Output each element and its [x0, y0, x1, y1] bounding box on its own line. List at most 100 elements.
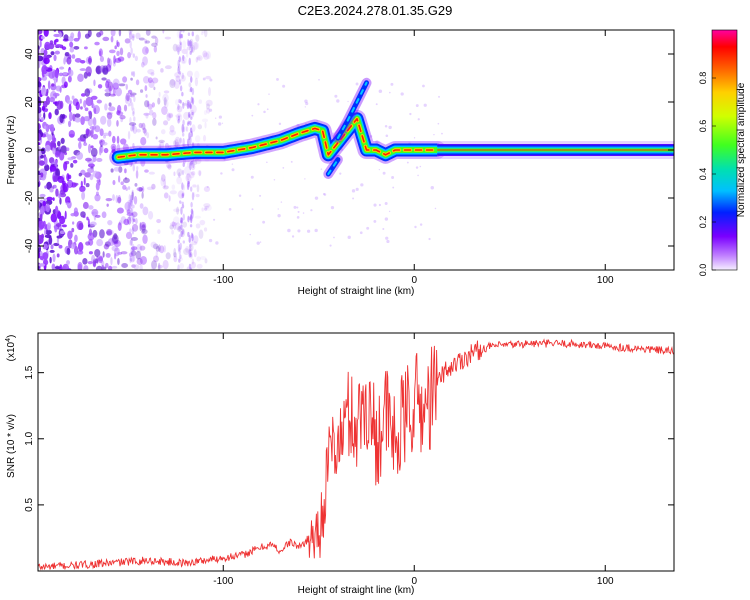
spectrogram-striation — [191, 31, 194, 37]
spectrogram-noise-blob — [139, 222, 142, 232]
spectrogram-noise-blob — [39, 39, 42, 48]
spectrogram-noise-blob — [116, 111, 124, 116]
spectrogram-noise-blob — [38, 252, 41, 259]
spectrogram-noise-blob — [202, 50, 208, 58]
snr-x-tick-label: -100 — [213, 576, 233, 587]
spectrogram-noise-blob — [51, 133, 55, 143]
spectrogram-noise-blob — [80, 93, 86, 97]
spectrogram-x-tick-label: -100 — [213, 275, 233, 286]
spectrogram-noise-blob — [68, 120, 72, 128]
spectrogram-noise-blob — [141, 122, 146, 131]
spectrogram-noise-blob — [40, 86, 47, 96]
spectrogram-noise-blob — [73, 37, 80, 42]
spectrogram-noise-blob — [101, 211, 107, 219]
spectrogram-noise-blob — [118, 175, 121, 183]
spectrogram-striation — [133, 116, 136, 122]
spectrogram-noise-blob — [135, 79, 140, 86]
spectrogram-noise-blob — [59, 230, 65, 235]
spectrogram-y-ticks: -40 -20 0 20 40 — [24, 48, 674, 253]
spectrogram-noise-blob — [151, 102, 156, 108]
spectrogram-striation — [190, 232, 194, 239]
spectrogram-noise-blob — [70, 162, 74, 168]
spectrogram-faint-dot — [259, 241, 262, 243]
spectrogram-noise-blob — [201, 30, 206, 34]
spectrogram-striation — [179, 33, 182, 39]
spectrogram-noise-blob — [96, 255, 99, 264]
spectrogram-noise-blob — [163, 90, 170, 94]
spectrogram-noise-blob — [157, 229, 161, 234]
spectrogram-striation — [181, 169, 185, 176]
spectrogram-noise-blob — [108, 49, 116, 54]
spectrogram-noise-blob — [105, 252, 111, 258]
spectrogram-noise-blob — [54, 94, 58, 99]
spectrogram-noise-blob — [148, 171, 155, 175]
spectrogram-noise-blob — [131, 191, 134, 201]
spectrogram-noise-blob — [71, 227, 75, 233]
spectrogram-noise-blob — [198, 229, 204, 239]
spectrogram-noise-blob — [136, 187, 144, 192]
spectrogram-striation — [189, 161, 192, 171]
spectrogram-striation — [132, 107, 135, 115]
spectrogram-noise-blob — [158, 139, 165, 144]
spectrogram-noise-blob — [177, 226, 182, 233]
spectrogram-noise-blob — [67, 230, 73, 240]
spectrogram-noise-blob — [108, 102, 112, 107]
spectrogram-faint-dot — [382, 227, 385, 230]
spectrogram-noise-blob — [191, 258, 194, 265]
spectrogram-noise-blob — [185, 52, 189, 58]
spectrogram-faint-dot — [419, 165, 422, 168]
spectrogram-noise-blob — [109, 93, 117, 97]
spectrogram-striation — [128, 194, 132, 202]
spectrogram-faint-dot — [215, 241, 219, 245]
spectrogram-noise-blob — [54, 108, 59, 116]
spectrogram-noise-blob — [43, 30, 49, 37]
spectrogram-band — [437, 144, 674, 156]
spectrogram-striation — [128, 30, 132, 35]
spectrogram-striation — [177, 104, 180, 110]
spectrogram-noise-blob — [43, 57, 50, 65]
spectrogram-noise-blob — [116, 207, 124, 214]
spectrogram-noise-blob — [38, 150, 42, 157]
spectrogram-noise-blob — [104, 89, 111, 93]
spectrogram-noise-blob — [78, 172, 82, 177]
spectrogram-striation — [191, 97, 195, 105]
spectrogram-noise-blob — [199, 256, 207, 260]
spectrogram-noise-blob — [48, 112, 52, 120]
spectrogram-layer — [38, 30, 674, 270]
spectrogram-noise-blob — [136, 244, 143, 253]
spectrogram-noise-blob — [174, 99, 179, 106]
spectrogram-noise-blob — [44, 185, 47, 189]
spectrogram-noise-blob — [73, 207, 78, 215]
spectrogram-faint-dot — [228, 208, 232, 211]
spectrogram-noise-blob — [40, 35, 45, 40]
spectrogram-noise-blob — [131, 264, 136, 268]
spectrogram-noise-blob — [175, 75, 181, 82]
spectrogram-noise-blob — [102, 65, 109, 74]
spectrogram-noise-blob — [139, 203, 144, 209]
spectrogram-noise-blob — [151, 264, 154, 270]
spectrogram-noise-blob — [117, 194, 122, 203]
spectrogram-faint-dot — [322, 192, 326, 196]
spectrogram-striation — [131, 189, 134, 197]
spectrogram-noise-blob — [125, 231, 133, 240]
spectrogram-noise-blob — [155, 136, 158, 140]
spectrogram-striation — [181, 228, 185, 235]
spectrogram-noise-blob — [132, 125, 138, 134]
spectrogram-striation — [181, 132, 185, 137]
spectrogram-noise-blob — [182, 184, 185, 191]
spectrogram-faint-dot — [277, 213, 281, 218]
spectrogram-striation — [180, 230, 183, 238]
spectrogram-noise-blob — [173, 247, 177, 258]
spectrogram-faint-dot — [415, 104, 419, 107]
figure-title: C2E3.2024.278.01.35.G29 — [298, 3, 453, 18]
spectrogram-noise-blob — [151, 42, 158, 47]
spectrogram-noise-blob — [143, 112, 150, 116]
spectrogram-noise-blob — [143, 128, 148, 136]
spectrogram-noise-blob — [145, 47, 149, 54]
spectrogram-noise-blob — [83, 116, 91, 122]
spectrogram-noise-blob — [125, 92, 130, 102]
spectrogram-noise-blob — [191, 241, 198, 246]
spectrogram-faint-dot — [320, 168, 323, 170]
spectrogram-striation — [129, 40, 132, 49]
spectrogram-x-ticks: -100 0 100 — [213, 30, 614, 286]
